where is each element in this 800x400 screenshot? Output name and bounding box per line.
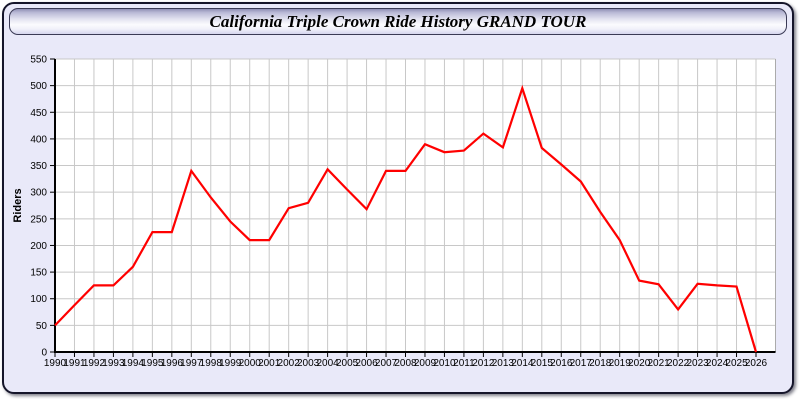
svg-text:2002: 2002 (278, 358, 301, 369)
svg-text:2003: 2003 (297, 358, 320, 369)
svg-text:2017: 2017 (570, 358, 593, 369)
svg-text:2015: 2015 (531, 358, 554, 369)
svg-text:2011: 2011 (453, 358, 475, 369)
svg-text:2008: 2008 (394, 358, 417, 369)
svg-text:0: 0 (41, 348, 47, 359)
svg-text:500: 500 (30, 81, 47, 92)
svg-text:2025: 2025 (725, 358, 748, 369)
svg-text:1993: 1993 (102, 358, 125, 369)
svg-text:1994: 1994 (122, 358, 145, 369)
plot-area (55, 59, 776, 352)
svg-text:2007: 2007 (375, 358, 398, 369)
svg-text:2009: 2009 (414, 358, 437, 369)
svg-text:2013: 2013 (492, 358, 515, 369)
svg-text:2022: 2022 (667, 358, 690, 369)
y-axis-tick-labels: 0 50 100 150 200 250 300 350 400 450 500 550 (30, 55, 47, 359)
chart-title: California Triple Crown Ride History GRA… (209, 11, 587, 31)
svg-text:2014: 2014 (511, 358, 534, 369)
svg-text:2001: 2001 (258, 358, 281, 369)
svg-text:2023: 2023 (686, 358, 709, 369)
svg-text:1990: 1990 (44, 358, 67, 369)
svg-text:50: 50 (36, 321, 48, 332)
svg-text:150: 150 (30, 268, 47, 279)
svg-text:2012: 2012 (472, 358, 495, 369)
chart-title-bar: California Triple Crown Ride History GRA… (9, 8, 787, 35)
svg-text:100: 100 (30, 294, 47, 305)
svg-text:200: 200 (30, 241, 47, 252)
svg-text:2019: 2019 (609, 358, 632, 369)
axes (50, 58, 776, 357)
svg-text:2020: 2020 (628, 358, 651, 369)
svg-text:1996: 1996 (161, 358, 184, 369)
svg-text:2000: 2000 (239, 358, 262, 369)
svg-text:1995: 1995 (141, 358, 164, 369)
svg-text:400: 400 (30, 134, 47, 145)
svg-text:2010: 2010 (433, 358, 456, 369)
svg-text:2016: 2016 (550, 358, 573, 369)
svg-text:2024: 2024 (706, 358, 729, 369)
svg-text:2004: 2004 (316, 358, 339, 369)
svg-text:450: 450 (30, 108, 47, 119)
svg-text:550: 550 (30, 55, 47, 66)
svg-text:250: 250 (30, 214, 47, 225)
x-axis-tick-labels: 1990199119921993199419951996199719981999… (44, 358, 768, 369)
svg-text:1998: 1998 (200, 358, 223, 369)
svg-text:2026: 2026 (745, 358, 768, 369)
svg-text:2021: 2021 (648, 358, 671, 369)
riders-data-line (54, 84, 758, 353)
svg-text:1997: 1997 (180, 358, 203, 369)
svg-text:300: 300 (30, 188, 47, 199)
svg-text:2006: 2006 (355, 358, 378, 369)
svg-text:2018: 2018 (589, 358, 612, 369)
svg-text:350: 350 (30, 161, 47, 172)
svg-text:2005: 2005 (336, 358, 359, 369)
svg-text:1992: 1992 (83, 358, 106, 369)
y-axis-label: Riders (12, 188, 24, 222)
svg-text:1999: 1999 (219, 358, 242, 369)
svg-text:1991: 1991 (63, 358, 86, 369)
